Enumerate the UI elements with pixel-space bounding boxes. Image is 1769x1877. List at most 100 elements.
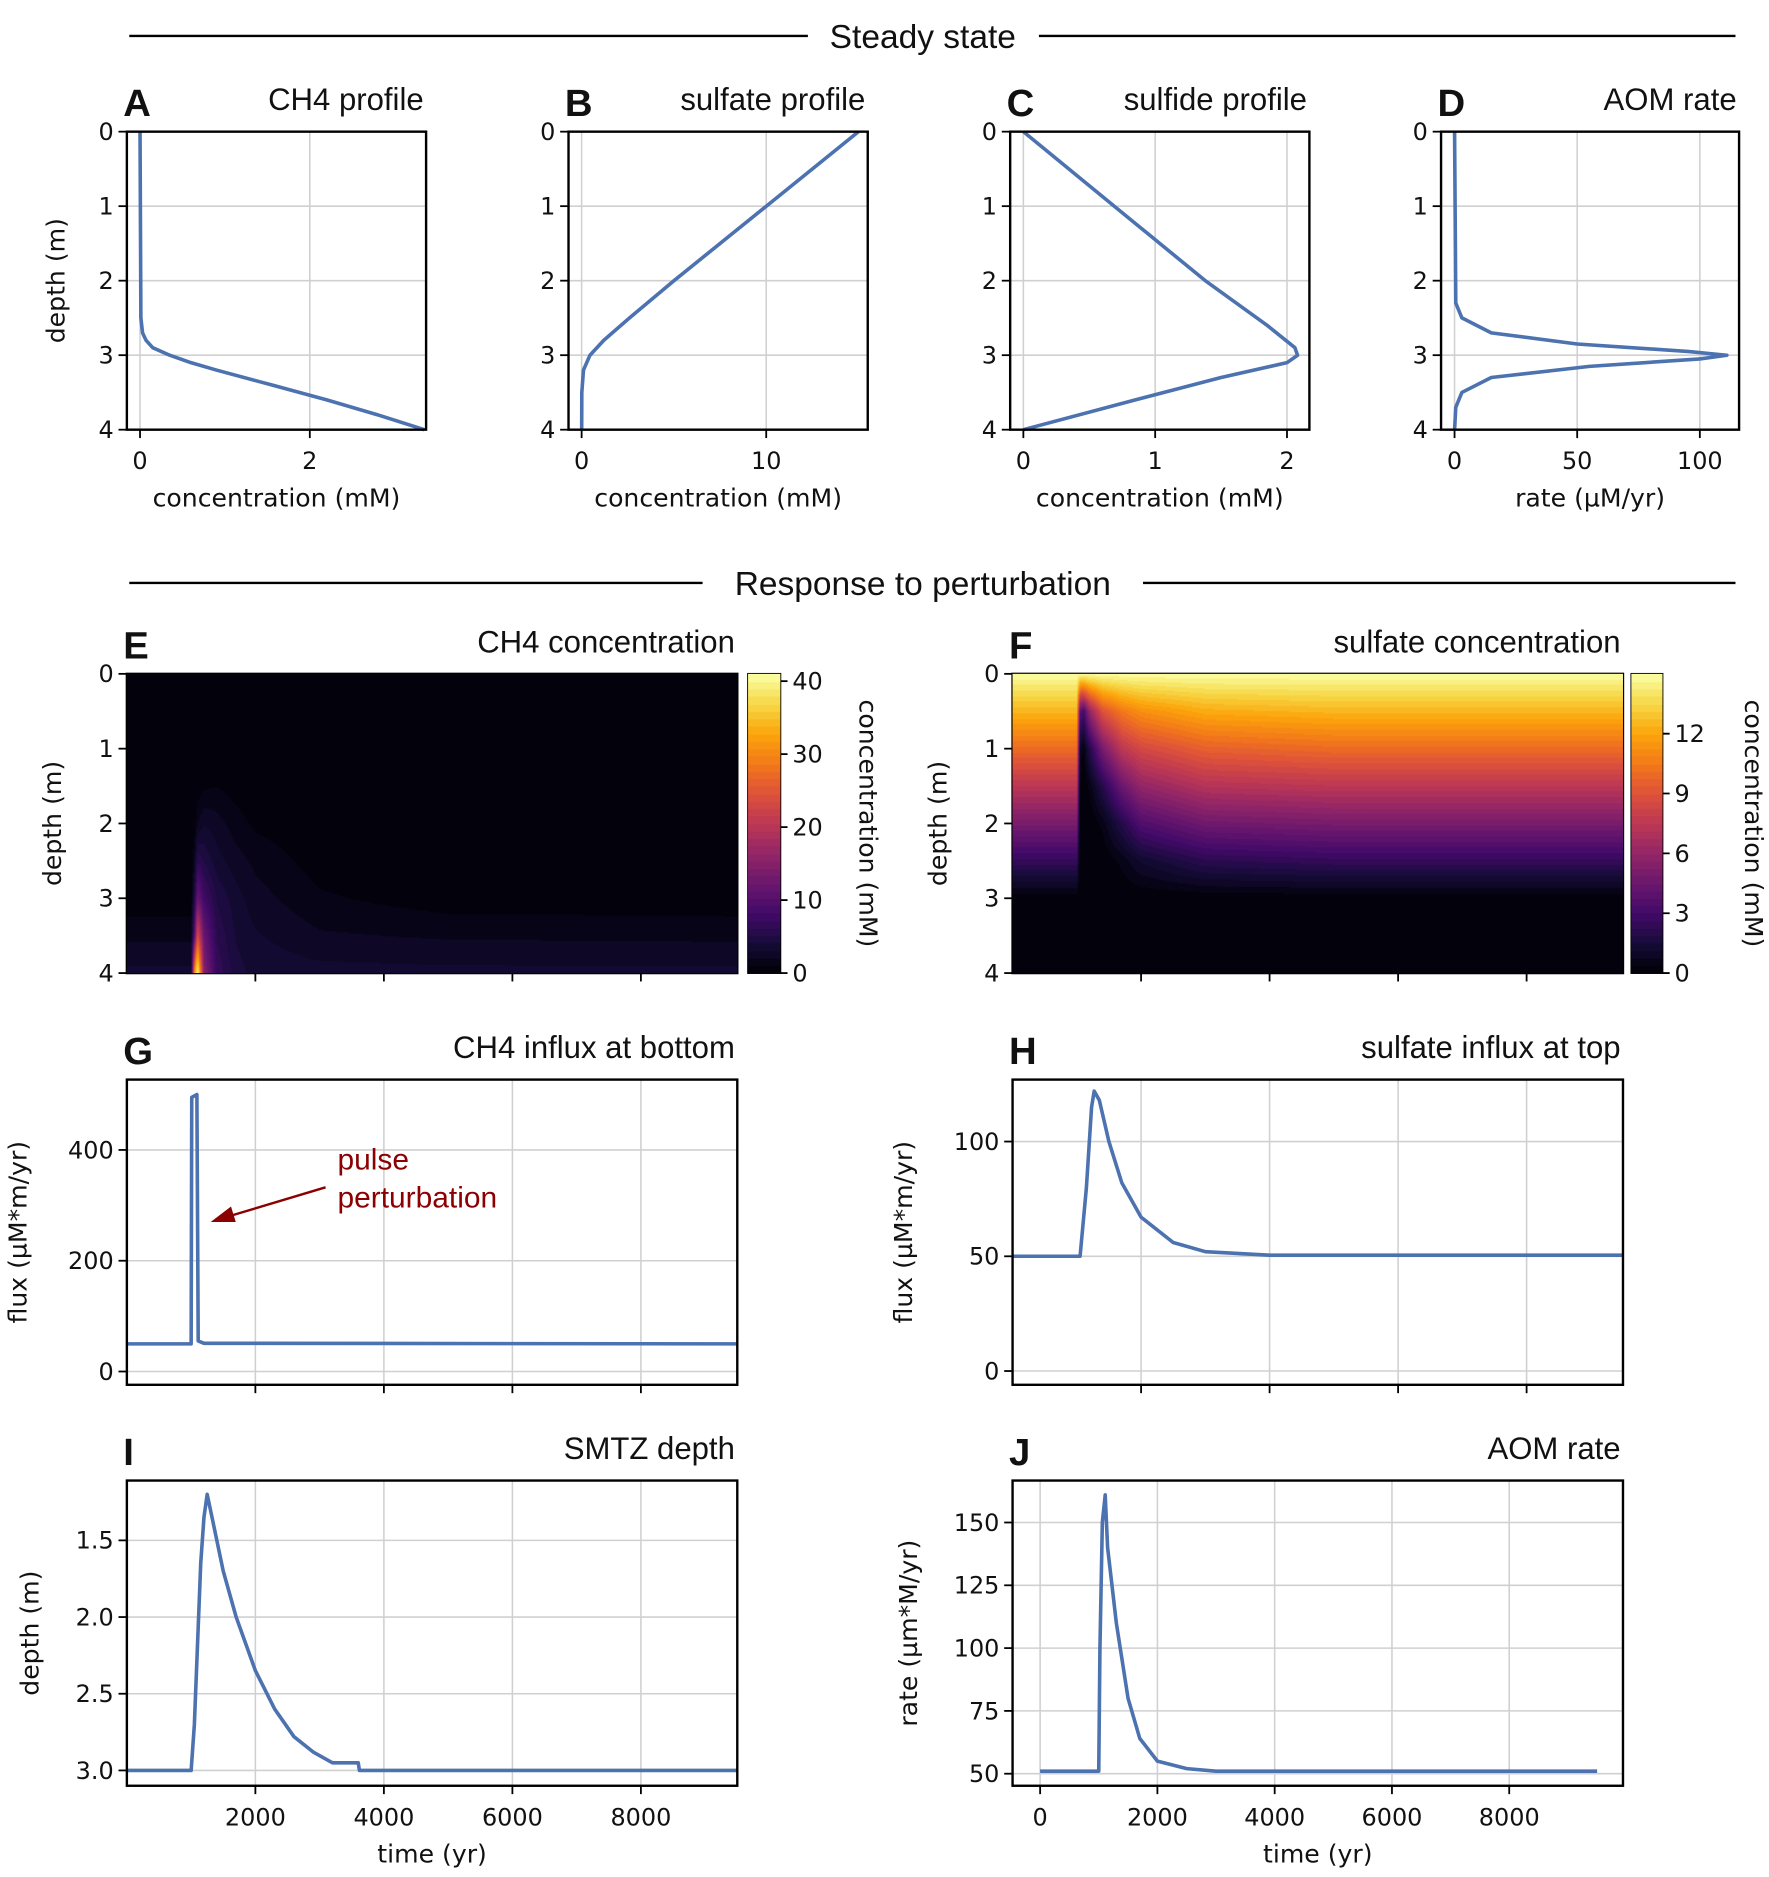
pulse-annotation: pulse perturbation xyxy=(210,1143,498,1223)
y-tick-label: 0 xyxy=(984,1357,999,1385)
panel-letter: B xyxy=(565,82,593,125)
panel-a: 0 2 0 1 2 3 4 A CH4 profile concentration (mM) dep… xyxy=(42,82,428,512)
y-tick-label: 2 xyxy=(540,267,555,295)
heatmap-e xyxy=(126,673,738,974)
panel-h: 0 50 100 H sulfate influx at top flux (µM*m/y… xyxy=(889,1030,1625,1394)
y-tick-label: 3 xyxy=(982,342,997,370)
y-tick-label: 3 xyxy=(540,342,555,370)
y-tick-label: 4 xyxy=(1413,416,1428,444)
section-header-steady-state: Steady state xyxy=(129,19,1736,56)
x-axis-label: concentration (mM) xyxy=(153,483,401,512)
colorbar-tick-label: 10 xyxy=(792,886,822,914)
y-axis-label: depth (m) xyxy=(42,218,71,343)
y-tick-label: 1 xyxy=(982,193,997,221)
x-tick-label: 4000 xyxy=(1244,1803,1305,1831)
colorbar-tick-label: 3 xyxy=(1674,900,1689,928)
series-line xyxy=(126,1092,738,1346)
panel-letter: D xyxy=(1437,82,1465,125)
x-tick-label: 100 xyxy=(1677,447,1723,475)
axes-frame xyxy=(125,1479,739,1787)
y-tick-label: 0 xyxy=(540,118,555,146)
panel-b: 0 10 0 1 2 3 4 B sulfate profile concentration (m… xyxy=(540,82,869,512)
annotation-arrow-head-icon xyxy=(210,1206,236,1223)
panel-i: 2000 4000 6000 8000 1.5 2.0 2.5 3.0 I SMTZ depth t… xyxy=(15,1431,739,1868)
y-tick-label: 50 xyxy=(969,1243,999,1271)
panel-letter: E xyxy=(123,624,149,667)
panel-title: CH4 concentration xyxy=(477,624,735,659)
panel-title: AOM rate xyxy=(1487,1431,1620,1466)
series-line xyxy=(1022,130,1300,432)
panel-title: sulfide profile xyxy=(1124,82,1307,117)
panel-letter: I xyxy=(123,1431,134,1474)
x-axis-label: rate (µM/yr) xyxy=(1515,483,1665,512)
colorbar-tick-label: 0 xyxy=(1674,959,1689,987)
y-tick-label: 0 xyxy=(1413,118,1428,146)
panel-title: CH4 profile xyxy=(268,82,424,117)
y-axis-label: flux (µM*m/yr) xyxy=(889,1141,918,1324)
colorbar-e xyxy=(748,673,781,974)
x-tick-label: 6000 xyxy=(482,1803,543,1831)
axes-frame xyxy=(1011,1479,1625,1787)
colorbar-tick-label: 40 xyxy=(792,668,822,696)
x-tick-label: 4000 xyxy=(353,1803,414,1831)
y-axis-label: rate (µm*M/yr) xyxy=(894,1540,923,1727)
y-tick-label: 75 xyxy=(969,1697,999,1725)
panel-title: sulfate concentration xyxy=(1333,624,1620,659)
y-tick-label: 3 xyxy=(984,885,999,913)
panel-letter: C xyxy=(1007,82,1035,125)
colorbar-tick-label: 0 xyxy=(792,959,807,987)
y-tick-label: 0 xyxy=(984,660,999,688)
y-tick-label: 3 xyxy=(1413,342,1428,370)
x-tick-label: 8000 xyxy=(610,1803,671,1831)
axes-frame xyxy=(567,130,869,431)
colorbar-f xyxy=(1631,673,1663,974)
x-tick-label: 2000 xyxy=(225,1803,286,1831)
colorbar-tick-label: 6 xyxy=(1674,840,1689,868)
y-tick-label: 1 xyxy=(1413,193,1428,221)
colorbar-tick-label: 9 xyxy=(1674,780,1689,808)
series-line xyxy=(1452,131,1729,430)
y-tick-label: 4 xyxy=(540,416,555,444)
x-tick-label: 10 xyxy=(751,447,781,475)
y-axis-label: flux (µM*m/yr) xyxy=(3,1141,32,1324)
x-tick-label: 2000 xyxy=(1127,1803,1188,1831)
y-tick-label: 2 xyxy=(1413,267,1428,295)
y-tick-label: 4 xyxy=(982,416,997,444)
panel-e: 0 10 20 30 40 concentration (mM) 0 1 2 3 4 E CH4 con… xyxy=(38,624,882,987)
y-tick-label: 2 xyxy=(98,267,113,295)
section-title: Response to perturbation xyxy=(735,566,1111,603)
y-axis-label: depth (m) xyxy=(15,1571,44,1696)
axes-frame xyxy=(1008,130,1311,431)
colorbar-tick-label: 20 xyxy=(792,813,822,841)
y-tick-label: 1 xyxy=(984,735,999,763)
panel-letter: J xyxy=(1009,1431,1030,1474)
colorbar-tick-label: 30 xyxy=(792,741,822,769)
axes-frame xyxy=(1011,1078,1625,1386)
x-tick-label: 2 xyxy=(302,447,317,475)
annotation-text-line2: perturbation xyxy=(338,1182,498,1215)
y-tick-label: 4 xyxy=(984,959,999,987)
x-tick-label: 0 xyxy=(1033,1803,1048,1831)
x-axis-label: time (yr) xyxy=(377,1839,487,1868)
panel-letter: H xyxy=(1009,1030,1037,1073)
colorbar-tick-label: 12 xyxy=(1674,720,1704,748)
y-tick-label: 4 xyxy=(98,959,113,987)
y-tick-label: 1.5 xyxy=(76,1527,114,1555)
y-axis-label: depth (m) xyxy=(38,761,67,886)
y-tick-label: 400 xyxy=(68,1136,114,1164)
panel-title: SMTZ depth xyxy=(564,1431,735,1466)
section-header-response: Response to perturbation xyxy=(129,566,1736,603)
heatmap-f xyxy=(1012,673,1623,974)
y-tick-label: 0 xyxy=(98,118,113,146)
y-tick-label: 50 xyxy=(969,1760,999,1788)
x-axis-label: concentration (mM) xyxy=(594,483,842,512)
y-axis-label: depth (m) xyxy=(924,761,953,886)
x-tick-label: 1 xyxy=(1148,447,1163,475)
panel-title: sulfate profile xyxy=(680,82,865,117)
series-line xyxy=(126,1492,738,1773)
y-tick-label: 3 xyxy=(98,885,113,913)
y-tick-label: 0 xyxy=(982,118,997,146)
y-tick-label: 2.5 xyxy=(76,1680,114,1708)
